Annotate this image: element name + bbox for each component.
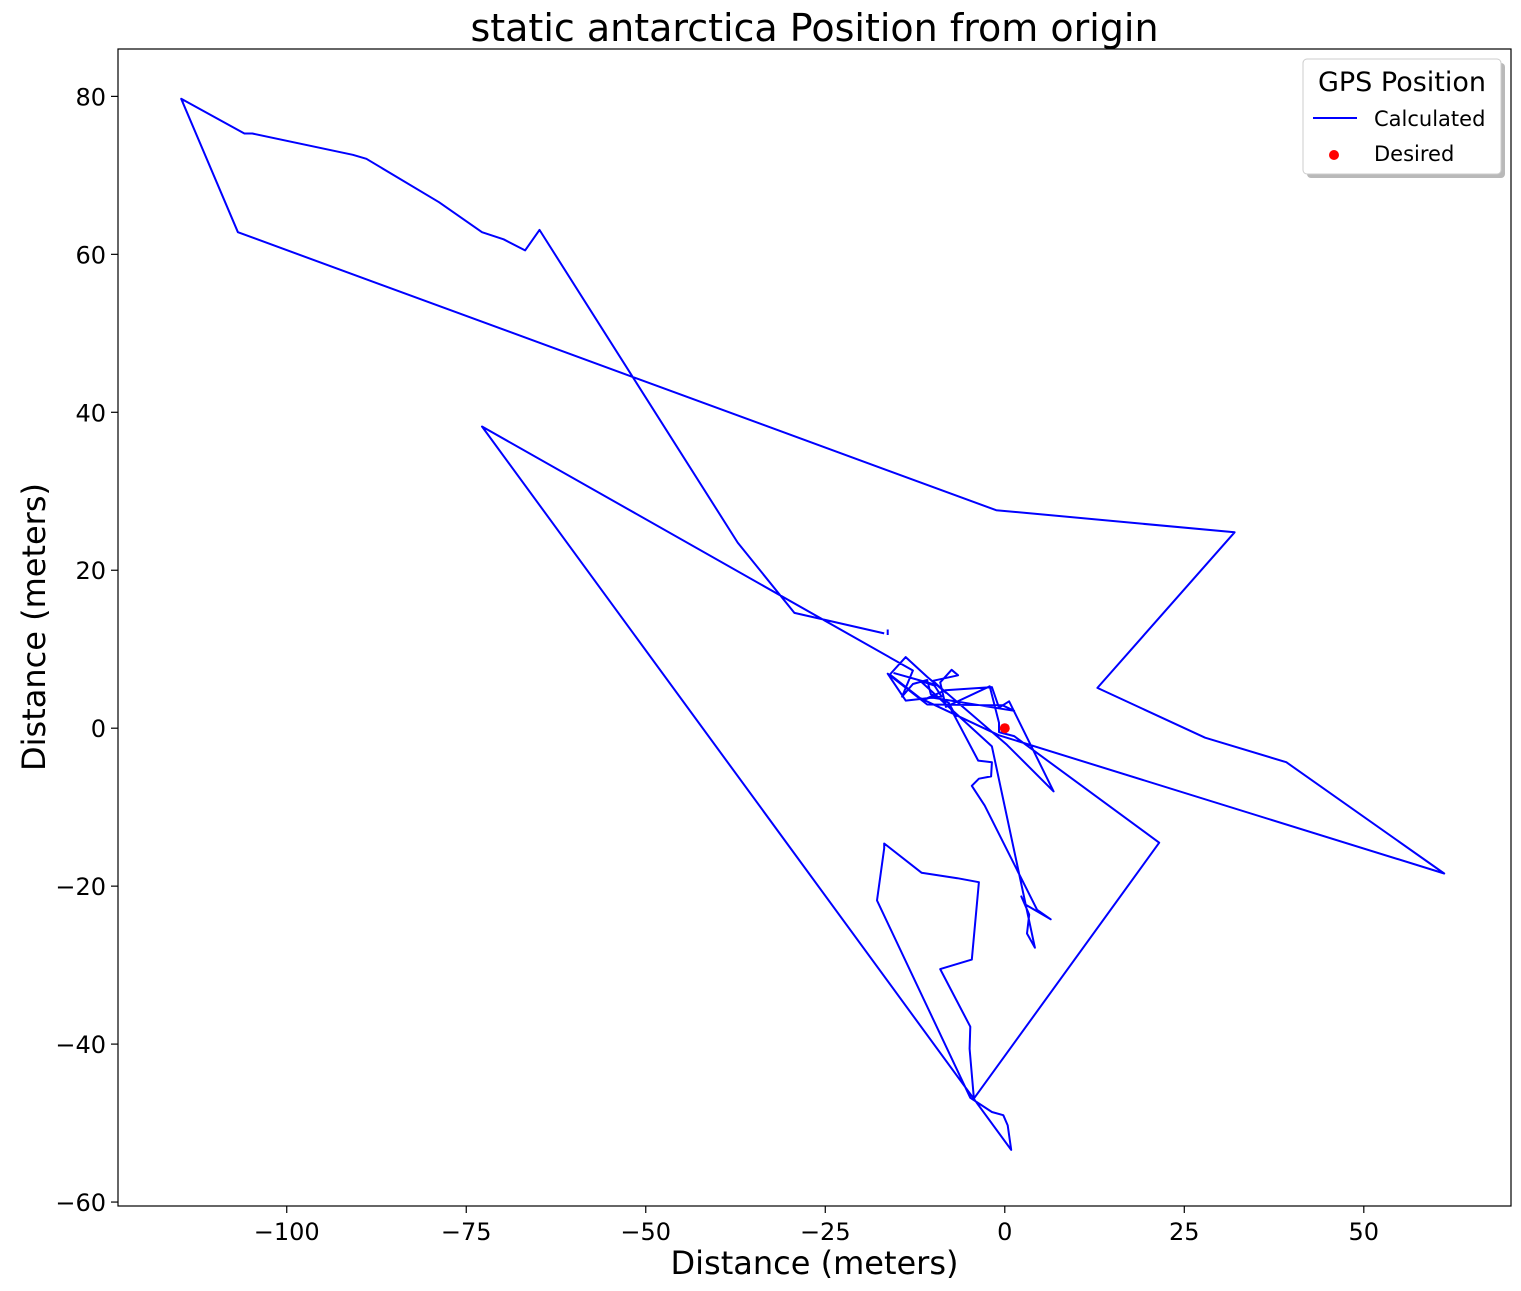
legend: GPS Position Calculated Desired [1302,58,1505,178]
x-tick-label: −75 [441,1218,492,1246]
series-layer [180,97,1446,1151]
plot-frame [117,48,1512,1207]
y-axis-title: Distance (meters) [15,483,53,771]
y-tick-label: −40 [55,1031,106,1059]
chart-title: static antarctica Position from origin [470,6,1158,50]
x-tick-label: −100 [254,1218,320,1246]
plot-area [118,49,1511,1206]
y-tick-label: 20 [75,557,106,585]
x-axis-title: Distance (meters) [671,1244,959,1282]
y-axis: 80 60 40 20 0 −20 −40 −60 [55,83,118,1217]
x-tick-label: −50 [620,1218,671,1246]
y-tick-label: 60 [75,241,106,269]
y-tick-label: 0 [91,715,106,743]
desired-point [999,723,1010,734]
x-axis: −100 −75 −50 −25 0 25 50 [254,1206,1379,1246]
y-tick-label: −60 [55,1189,106,1217]
legend-label-calculated: Calculated [1374,107,1485,131]
legend-title: GPS Position [1318,67,1486,98]
legend-marker-desired [1329,150,1339,160]
x-tick-label: 25 [1169,1218,1200,1246]
x-tick-label: 0 [997,1218,1012,1246]
y-tick-label: 80 [75,83,106,111]
legend-box [1302,58,1502,175]
y-tick-label: −20 [55,873,106,901]
legend-label-desired: Desired [1374,142,1454,166]
series-line-calculated [180,97,1446,1151]
x-tick-label: 50 [1349,1218,1380,1246]
y-tick-label: 40 [75,399,106,427]
x-tick-label: −25 [800,1218,851,1246]
